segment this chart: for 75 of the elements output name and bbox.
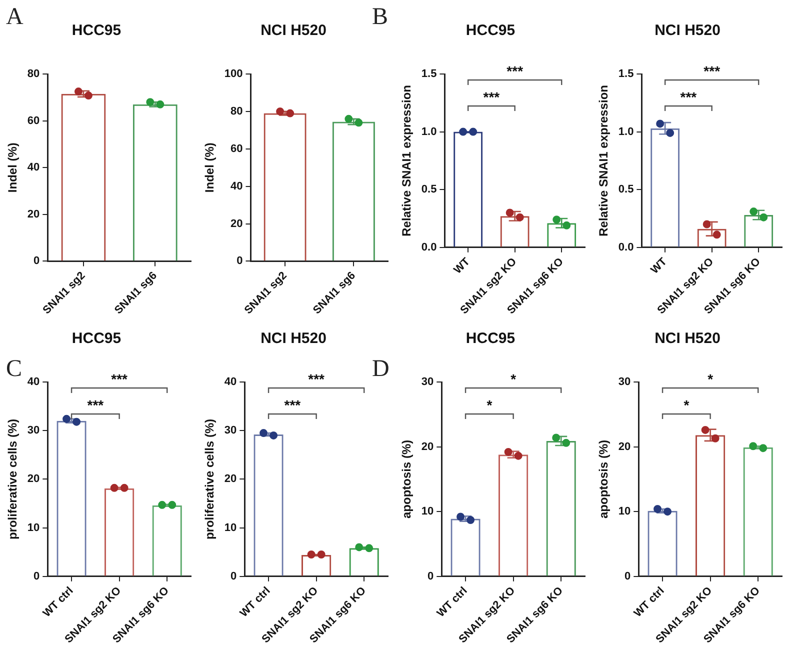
chart-title: HCC95 [72, 22, 122, 40]
y-tick-label: 1.0 [618, 126, 634, 138]
chart-title: HCC95 [466, 22, 516, 40]
y-tick-label: 20 [421, 440, 434, 453]
x-tick-label: WT ctrl [632, 584, 667, 620]
y-tick-label: 60 [27, 114, 40, 127]
annotation: *** [87, 396, 104, 413]
x-tick-label: WT ctrl [434, 584, 470, 620]
y-tick-label: 20 [230, 218, 243, 230]
y-axis-title: proliferative cells (%) [202, 418, 217, 540]
y-tick-label: 40 [27, 376, 40, 388]
y-axis-title: proliferative cells (%) [6, 418, 20, 540]
x-tick-label: WT ctrl [40, 584, 76, 620]
y-tick-label: 20 [27, 473, 40, 486]
y-axis-title: Relative SNAI1 expression [400, 84, 414, 236]
chart-title: HCC95 [466, 330, 516, 348]
y-tick-label: 0 [34, 570, 40, 582]
y-tick-label: 100 [224, 68, 243, 80]
y-tick-label: 0 [230, 570, 237, 582]
annotation: *** [506, 62, 524, 79]
annotation: * [486, 396, 493, 413]
text: C [6, 356, 22, 383]
y-axis-title: apoptosis (%) [596, 440, 611, 519]
y-tick-label: 80 [230, 105, 243, 118]
y-tick-label: 10 [27, 522, 40, 534]
x-tick-label: WT [648, 256, 670, 276]
y-tick-label: 0.0 [421, 241, 437, 254]
y-tick-label: 30 [224, 424, 237, 437]
y-tick-label: 20 [618, 440, 631, 453]
y-tick-label: 0.5 [618, 184, 634, 196]
y-tick-label: 0.5 [421, 184, 437, 196]
y-tick-label: 10 [618, 506, 631, 518]
y-tick-label: 0 [236, 255, 243, 268]
y-tick-label: 0 [624, 570, 631, 582]
y-tick-label: 0 [34, 255, 40, 268]
annotation: *** [704, 62, 721, 79]
annotation: * [684, 396, 690, 413]
annotation: *** [483, 88, 500, 105]
y-tick-label: 30 [27, 424, 40, 437]
text: A [6, 4, 24, 31]
y-tick-label: 30 [421, 376, 434, 388]
y-tick-label: 40 [224, 376, 237, 388]
y-axis-title: Indel (%) [6, 142, 20, 193]
y-tick-label: 0 [428, 570, 434, 582]
y-tick-label: 20 [224, 473, 237, 486]
annotation: *** [111, 370, 128, 387]
y-tick-label: 1.5 [618, 68, 634, 80]
y-tick-label: 10 [421, 506, 434, 518]
y-tick-label: 30 [618, 376, 631, 388]
y-axis-title: Relative SNAI1 expression [596, 84, 611, 236]
y-tick-label: 0.0 [618, 241, 634, 254]
text: B [372, 4, 388, 31]
annotation: *** [308, 370, 326, 387]
y-tick-label: 40 [230, 180, 243, 192]
annotation: *** [680, 88, 698, 105]
y-tick-label: 20 [27, 208, 40, 220]
annotation: * [510, 370, 517, 387]
y-tick-label: 60 [230, 142, 243, 155]
y-tick-label: 10 [224, 522, 237, 534]
x-tick-label: WT [452, 256, 473, 276]
chart-title: NCI H520 [260, 22, 326, 40]
y-tick-label: 40 [27, 162, 40, 174]
annotation: * [708, 370, 714, 387]
y-axis-title: apoptosis (%) [400, 440, 414, 519]
chart-title: HCC95 [72, 330, 122, 348]
y-axis-title: Indel (%) [202, 142, 217, 193]
chart-title: NCI H520 [654, 330, 720, 348]
annotation: *** [284, 396, 302, 413]
chart-title: NCI H520 [260, 330, 326, 348]
y-tick-label: 1.5 [421, 68, 437, 80]
y-tick-label: 80 [27, 68, 40, 80]
annotation: D [372, 356, 390, 383]
y-tick-label: 1.0 [421, 126, 437, 138]
chart-title: NCI H520 [654, 22, 720, 40]
x-tick-label: WT ctrl [238, 584, 273, 620]
